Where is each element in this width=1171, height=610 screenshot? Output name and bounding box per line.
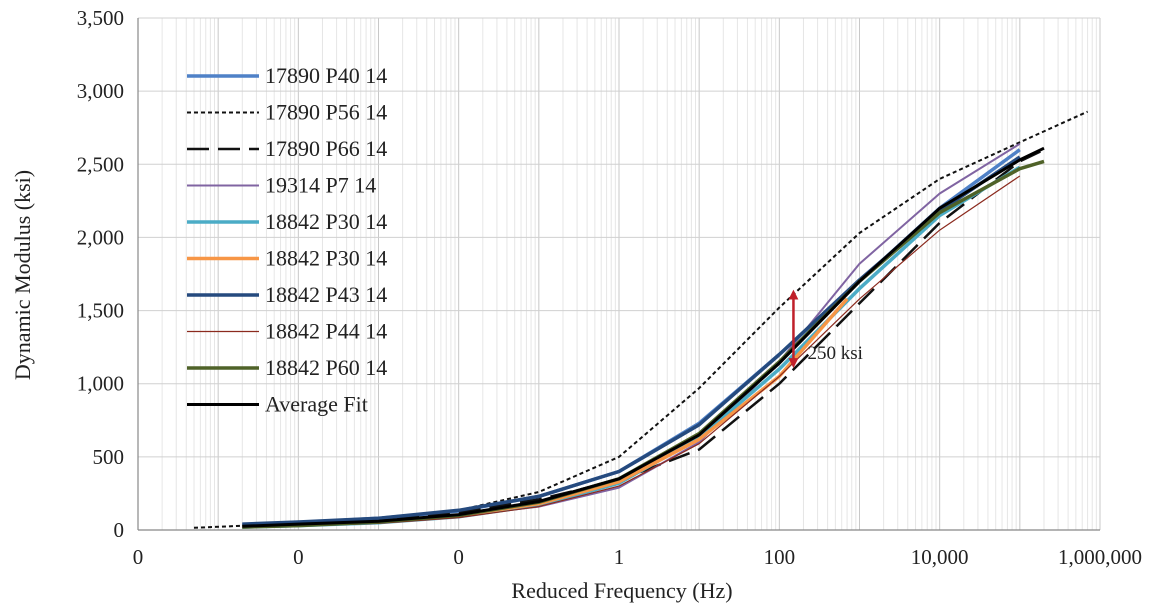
minor-gridlines bbox=[161, 18, 1097, 530]
legend-label: 17890 P40 14 bbox=[265, 63, 387, 88]
x-tick-label: 0 bbox=[453, 545, 464, 569]
y-tick-label: 3,500 bbox=[77, 6, 124, 30]
series-line-10 bbox=[242, 146, 1045, 528]
y-tick-labels: 0 500 1,000 1,500 2,000 2,500 3,000 3,500 bbox=[77, 6, 124, 542]
major-gridlines bbox=[137, 17, 1101, 531]
y-tick-label: 1,500 bbox=[77, 299, 124, 323]
y-tick-label: 2,500 bbox=[77, 152, 124, 176]
y-tick-label: 0 bbox=[114, 518, 125, 542]
legend: 17890 P40 14 17890 P56 14 17890 P66 14 1931… bbox=[187, 63, 387, 417]
legend-label: 18842 P43 14 bbox=[265, 282, 387, 307]
annotation-label: 250 ksi bbox=[807, 343, 862, 364]
x-tick-label: 1 bbox=[614, 545, 625, 569]
y-axis-title: Dynamic Modulus (ksi) bbox=[10, 170, 35, 380]
y-tick-label: 500 bbox=[93, 445, 125, 469]
y-tick-label: 1,000 bbox=[77, 372, 124, 396]
x-tick-label: 100 bbox=[764, 545, 796, 569]
legend-label: 19314 P7 14 bbox=[265, 173, 376, 198]
legend-label: Average Fit bbox=[265, 392, 368, 417]
x-tick-label: 1,000,000 bbox=[1058, 545, 1142, 569]
legend-label: 18842 P44 14 bbox=[265, 319, 387, 344]
legend-label: 17890 P66 14 bbox=[265, 136, 387, 161]
legend-label: 17890 P56 14 bbox=[265, 100, 387, 125]
series-layer bbox=[193, 110, 1089, 529]
y-tick-label: 3,000 bbox=[77, 79, 124, 103]
x-tick-label: 0 bbox=[133, 545, 144, 569]
x-tick-label: 0 bbox=[293, 545, 304, 569]
axes bbox=[137, 18, 1100, 531]
y-tick-label: 2,000 bbox=[77, 225, 124, 249]
legend-label: 18842 P30 14 bbox=[265, 209, 387, 234]
x-axis-title: Reduced Frequency (Hz) bbox=[511, 578, 732, 603]
legend-label: 18842 P30 14 bbox=[265, 246, 387, 271]
x-tick-label: 10,000 bbox=[911, 545, 969, 569]
x-tick-labels: 0 0 0 1 100 10,000 1,000,000 bbox=[133, 545, 1142, 569]
annotation-layer: 250 ksi bbox=[788, 289, 863, 369]
legend-label: 18842 P60 14 bbox=[265, 355, 387, 380]
